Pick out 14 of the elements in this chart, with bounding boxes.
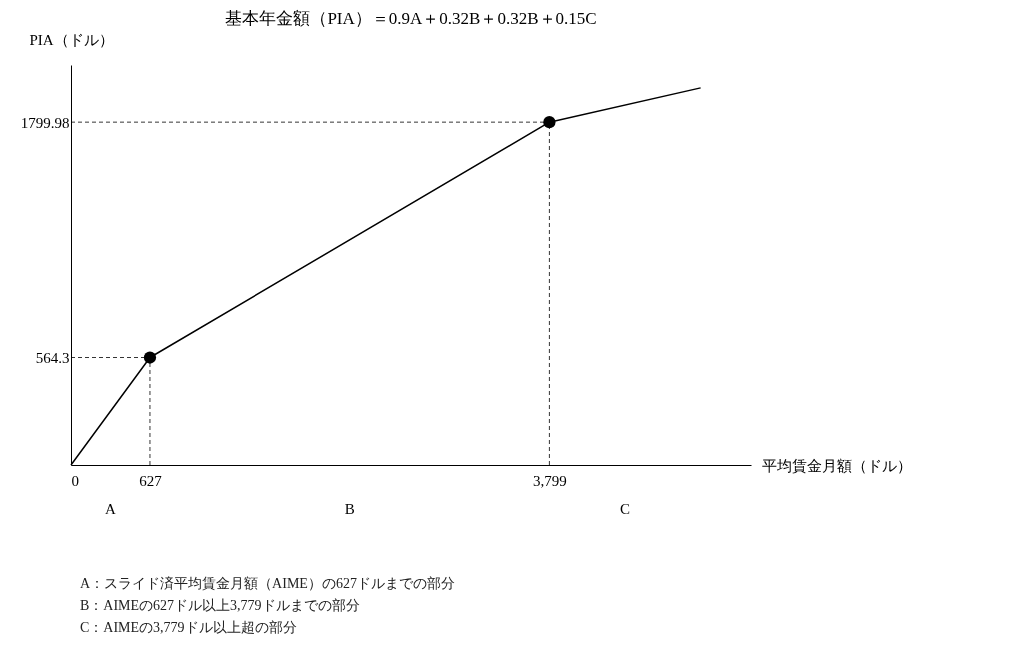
y-tick-label: 1799.98: [20, 114, 70, 131]
text: B：AIMEの627ドル以上3,779ドルまでの部分: [80, 597, 361, 615]
x-tick-label: 3,799: [533, 472, 567, 489]
y-tick-label: 564.3: [35, 350, 70, 367]
text: C：AIMEの3,779ドル以上超の部分: [80, 619, 298, 637]
text: A：スライド済平均賃金月額（AIME）の627ドルまでの部分: [80, 575, 456, 593]
x-tick-label: 0: [71, 472, 79, 489]
text: A: [105, 501, 117, 517]
chart-title: 基本年金額（PIA）＝0.9A＋0.32B＋0.32B＋0.15C: [225, 9, 597, 28]
x-axis-title: 平均賃金月額（ドル）: [761, 457, 912, 474]
text: B: [344, 501, 355, 517]
y-axis-title: PIA（ドル）: [29, 31, 114, 48]
text: C: [620, 501, 631, 517]
x-tick-label: 627: [139, 472, 163, 489]
